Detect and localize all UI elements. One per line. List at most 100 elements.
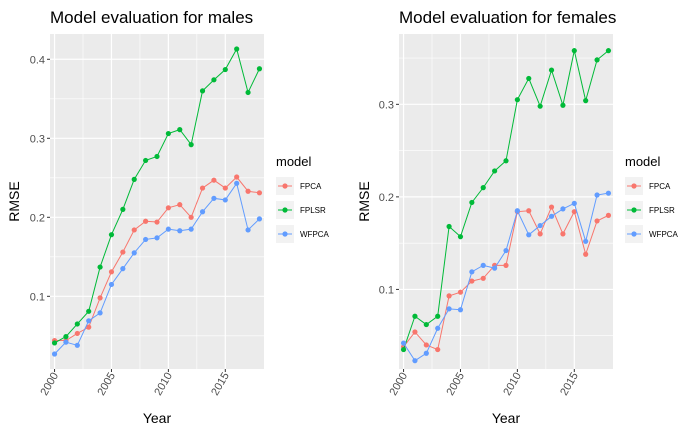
males-point-wfpca [177, 228, 183, 234]
legend-key-point [631, 183, 637, 189]
males-plot-panel [50, 34, 264, 369]
females-point-fplsr [412, 313, 418, 319]
males-legend: model FPCA FPLSR WFPCA [276, 154, 330, 243]
males-point-wfpca [131, 250, 137, 256]
females-point-fplsr [469, 199, 475, 206]
males-point-fplsr [234, 46, 240, 52]
females-y-axis-title: RMSE [356, 181, 372, 221]
y-tick-label: 0.2 [30, 212, 45, 224]
males-point-fplsr [245, 89, 251, 96]
legend-label-fpca: FPCA [649, 182, 671, 191]
y-tick-label: 0.3 [379, 99, 394, 111]
males-point-fpca [131, 227, 137, 233]
females-point-wfpca [435, 325, 441, 331]
x-tick-label: 2000 [388, 371, 411, 398]
males-point-wfpca [86, 318, 92, 324]
females-point-fpca [571, 209, 577, 215]
females-point-fpca [469, 278, 475, 284]
males-point-fplsr [74, 321, 80, 327]
males-point-wfpca [222, 197, 228, 203]
females-point-wfpca [526, 232, 532, 238]
legend-label-wfpca: WFPCA [300, 230, 330, 239]
legend-label-wfpca: WFPCA [649, 230, 679, 239]
males-point-fpca [211, 177, 217, 183]
females-point-wfpca [480, 262, 486, 268]
males-point-wfpca [188, 226, 194, 232]
legend-label-fpca: FPCA [300, 182, 322, 191]
legend-label-fplsr: FPLSR [649, 206, 675, 215]
females-point-wfpca [423, 350, 429, 356]
females-point-fpca [560, 231, 566, 237]
males-point-fpca [154, 219, 160, 225]
females-point-fplsr [583, 98, 589, 104]
females-legend: model FPCA FPLSR WFPCA [625, 154, 679, 243]
males-point-wfpca [108, 281, 115, 288]
females-point-fpca [423, 342, 429, 348]
males-point-wfpca [97, 310, 103, 316]
x-tick-label: 2005 [95, 371, 118, 398]
females-point-fplsr [457, 234, 464, 240]
males-point-fplsr [177, 127, 183, 133]
x-tick-label: 2010 [152, 371, 175, 398]
females-point-fpca [412, 329, 418, 335]
legend-key-point [631, 231, 637, 237]
x-tick-label: 2000 [39, 371, 62, 398]
females-gridlines [399, 34, 613, 369]
males-point-fpca [108, 269, 115, 275]
females-point-fplsr [492, 168, 498, 174]
x-tick-label: 2010 [501, 371, 524, 398]
females-point-wfpca [514, 208, 520, 214]
males-x-axis-title: Year [143, 410, 172, 426]
males-point-wfpca [143, 236, 149, 243]
males-point-wfpca [63, 339, 69, 345]
females-point-fplsr [548, 67, 555, 73]
males-point-wfpca [120, 266, 126, 272]
legend-key-point [282, 183, 288, 189]
x-tick-label: 2015 [558, 371, 581, 398]
y-tick-label: 0.1 [379, 284, 394, 296]
males-point-fplsr [143, 157, 149, 164]
females-point-fpca [548, 204, 555, 210]
males-point-fpca [120, 249, 126, 255]
males-point-wfpca [74, 342, 80, 348]
males-point-fplsr [222, 66, 228, 73]
males-point-fpca [74, 330, 80, 337]
females-chart: Model evaluation for females 0.1 0.2 0.3 2… [356, 8, 679, 426]
females-y-ticks: 0.1 0.2 0.3 [379, 99, 399, 296]
males-chart: Model evaluation for males 0.10.20.30.4 … [6, 8, 330, 426]
legend-key-point [631, 207, 637, 213]
females-point-fplsr [503, 158, 509, 164]
females-legend-title: model [625, 154, 661, 169]
males-x-ticks: 2000 2005 2010 2015 [39, 369, 232, 398]
males-point-wfpca [199, 209, 206, 215]
males-point-fplsr [131, 176, 137, 182]
females-point-wfpca [400, 340, 407, 346]
males-point-fpca [143, 218, 149, 224]
males-chart-title: Model evaluation for males [50, 8, 253, 27]
females-point-fplsr [526, 75, 532, 82]
females-point-fplsr [435, 313, 441, 319]
males-point-fpca [199, 185, 206, 191]
males-point-fpca [256, 190, 263, 196]
males-point-wfpca [154, 235, 160, 241]
females-series [400, 48, 612, 364]
males-point-fplsr [51, 340, 58, 346]
females-point-fplsr [480, 185, 486, 191]
x-tick-label: 2015 [209, 371, 232, 398]
females-point-fplsr [571, 48, 577, 54]
females-point-fplsr [400, 346, 407, 353]
females-point-wfpca [503, 247, 509, 254]
males-y-ticks: 0.1 0.2 0.3 0.4 [30, 54, 50, 303]
males-point-fplsr [86, 308, 92, 314]
females-point-wfpca [594, 192, 600, 198]
males-point-fpca [165, 205, 171, 211]
males-point-fplsr [211, 77, 217, 83]
x-tick-label: 2005 [444, 371, 467, 398]
females-point-fpca [503, 262, 509, 268]
females-point-wfpca [605, 190, 612, 196]
males-point-fpca [97, 295, 103, 301]
males-point-wfpca [256, 216, 263, 222]
females-chart-title: Model evaluation for females [399, 8, 616, 27]
males-point-fpca [245, 188, 251, 194]
females-point-fpca [446, 293, 452, 299]
